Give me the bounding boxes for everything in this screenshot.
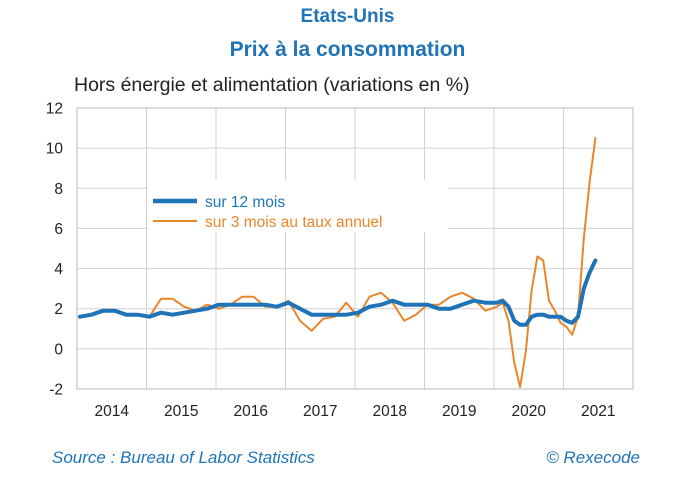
copyright-note: © Rexecode: [546, 448, 640, 467]
x-tick-label: 2017: [303, 403, 337, 420]
chart-subtitle: Prix à la consommation: [229, 38, 466, 61]
x-tick-label: 2015: [164, 403, 198, 420]
x-tick-label: 2021: [581, 403, 615, 420]
y-tick-label: -2: [49, 382, 63, 399]
series-line-12-months: [77, 258, 598, 327]
legend-background: [148, 180, 448, 232]
axes: -2 0 2 4 6 8 10 12 2014 2015 2016 2017 2018 2019 2020 2…: [46, 101, 634, 420]
x-tick-label: 2020: [512, 403, 547, 420]
source-note: Source : Bureau of Labor Statistics: [52, 448, 315, 467]
x-tick-label: 2016: [234, 403, 268, 420]
legend-label: sur 12 mois: [205, 194, 285, 211]
legend: sur 12 mois sur 3 mois au taux annuel: [153, 194, 383, 231]
chart-caption: Hors énergie et alimentation (variations…: [74, 74, 470, 96]
x-tick-label: 2019: [442, 403, 476, 420]
series-lines: [77, 137, 598, 388]
grid-lines: [76, 107, 634, 390]
y-tick-label: 6: [54, 221, 63, 238]
y-tick-label: 12: [46, 101, 63, 118]
legend-box: [148, 180, 448, 232]
y-tick-label: 0: [54, 341, 63, 358]
y-tick-label: 2: [54, 301, 63, 318]
chart-title: Etats-Unis: [300, 6, 395, 27]
y-tick-label: 10: [46, 141, 64, 158]
legend-label: sur 3 mois au taux annuel: [205, 214, 383, 231]
x-tick-label: 2014: [95, 403, 130, 420]
y-tick-label: 4: [54, 261, 63, 278]
plot-frame: [76, 107, 634, 390]
y-tick-label: 8: [54, 181, 63, 198]
x-tick-label: 2018: [373, 403, 407, 420]
series-line-3-months: [148, 137, 597, 388]
